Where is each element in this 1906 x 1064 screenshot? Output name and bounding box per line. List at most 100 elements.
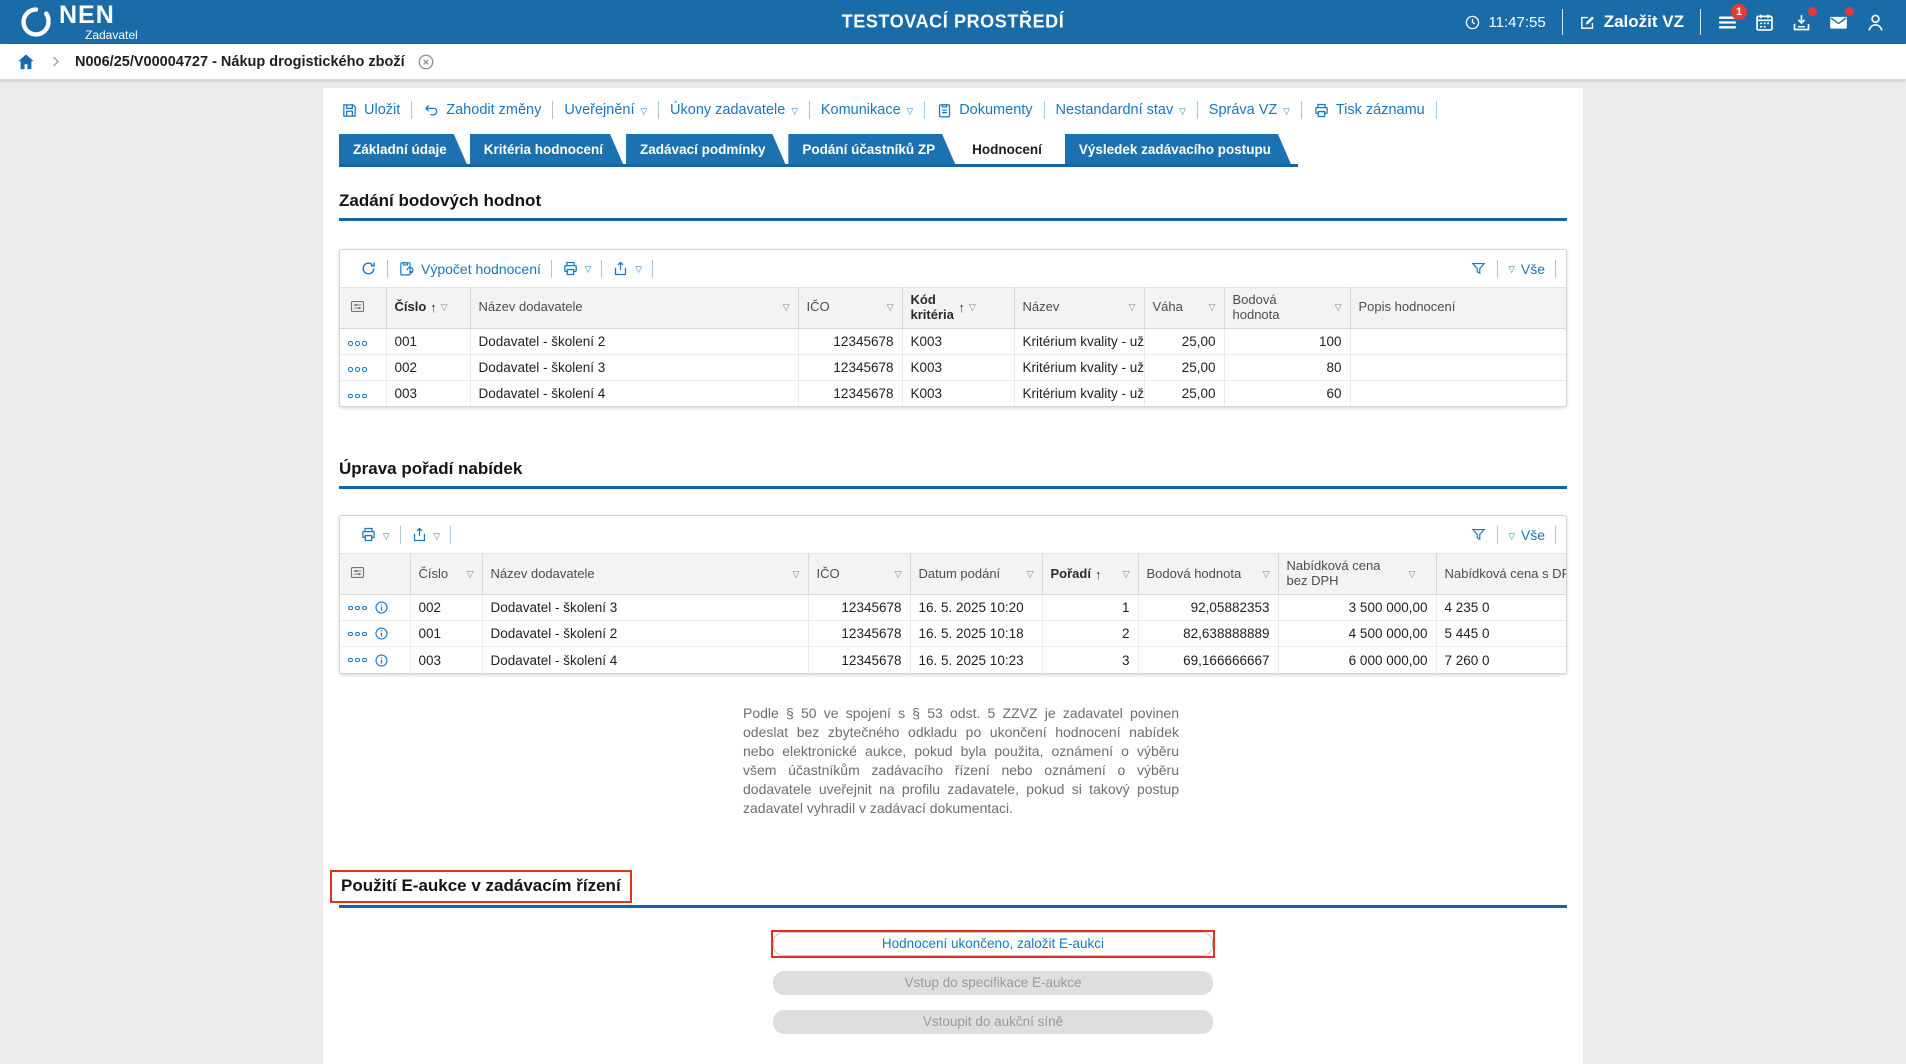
column-header-nazev-dodavatele[interactable]: Název dodavatele ▽ [481, 553, 809, 596]
column-header-ico[interactable]: IČO ▽ [797, 287, 903, 329]
save-button[interactable]: Uložit [339, 102, 411, 119]
profile-button[interactable] [1865, 12, 1886, 33]
home-button[interactable] [16, 52, 36, 72]
column-header-nazev-dodavatele[interactable]: Název dodavatele ▽ [469, 287, 799, 329]
filter-icon[interactable]: ▽ [1334, 302, 1342, 313]
row-info-button[interactable] [374, 600, 389, 615]
column-header-bodova-hodnota[interactable]: Bodová hodnota ▽ [1223, 287, 1351, 329]
toolbar-separator [1300, 101, 1302, 119]
filter-button[interactable] [1460, 260, 1497, 277]
ordering-table-card: ▽ ▽ ▽ Vše [339, 515, 1567, 674]
export-menu[interactable]: ▽ [401, 526, 451, 543]
filter-icon[interactable]: ▽ [886, 302, 894, 313]
toolbar-separator [1196, 101, 1198, 119]
filter-icon[interactable]: ▽ [894, 568, 902, 579]
edit-icon [1579, 14, 1596, 31]
row-info-button[interactable] [374, 653, 389, 668]
column-header-kod-kriteria[interactable]: Kód kritéria ↑ ▽ [901, 287, 1015, 329]
toolbar-separator [924, 101, 926, 119]
compute-evaluation-button[interactable]: Výpočet hodnocení [388, 260, 551, 277]
contracting-actions-menu[interactable]: Úkony zadavatele ▽ [670, 102, 798, 118]
documents-button[interactable]: Dokumenty [925, 102, 1043, 119]
row-menu-button[interactable] [348, 631, 367, 636]
filter-button[interactable] [1460, 526, 1497, 543]
sort-asc-icon: ↑ [1094, 566, 1102, 582]
print-record-button[interactable]: Tisk záznamu [1302, 102, 1436, 119]
filter-icon[interactable]: ▽ [466, 568, 474, 579]
tab-vysledek[interactable]: Výsledek zadávacího postupu [1065, 134, 1291, 164]
row-menu-button[interactable] [348, 657, 367, 663]
print-menu[interactable]: ▽ [350, 526, 400, 543]
toolbar-separator [399, 525, 401, 544]
row-menu-button[interactable] [348, 367, 367, 372]
downloads-button[interactable] [1791, 6, 1817, 33]
row-menu-button[interactable] [348, 605, 367, 610]
communication-menu[interactable]: Komunikace ▽ [820, 102, 914, 118]
column-header-datum-podani[interactable]: Datum podání ▽ [909, 553, 1043, 596]
row-menu-button[interactable] [348, 341, 367, 346]
printer-icon [1313, 102, 1330, 119]
discard-icon [423, 102, 440, 119]
column-header-poradi[interactable]: Pořadí ↑ ▽ [1041, 553, 1139, 596]
column-header-ico[interactable]: IČO ▽ [807, 553, 911, 596]
column-header-cena-s-dph[interactable]: Nabídková cena s DPH [1435, 553, 1566, 596]
filter-icon[interactable]: ▽ [782, 302, 790, 313]
vz-admin-menu[interactable]: Správa VZ ▽ [1208, 102, 1290, 118]
nen-logo[interactable]: NEN Zadavatel [20, 3, 138, 41]
tab-zakladni-udaje[interactable]: Základní údaje [339, 134, 467, 164]
column-header-bodova-hodnota[interactable]: Bodová hodnota ▽ [1137, 553, 1279, 596]
section-title-scoring: Zadání bodových hodnot [339, 191, 1567, 221]
nen-logo-icon [20, 6, 52, 38]
tab-hodnoceni[interactable]: Hodnocení [958, 134, 1062, 164]
messages-button[interactable] [1828, 6, 1854, 33]
print-menu[interactable]: ▽ [552, 260, 602, 277]
column-header-cislo[interactable]: Číslo ↑ ▽ [385, 287, 471, 329]
tab-podani-ucastniku[interactable]: Podání účastníků ZP [788, 134, 955, 164]
finish-evaluation-create-eauction-button[interactable]: Hodnocení ukončeno, založit E-aukci [771, 929, 1215, 958]
filter-icon[interactable]: ▽ [1262, 568, 1270, 579]
column-settings-header[interactable] [340, 287, 387, 329]
close-record-button[interactable] [417, 53, 435, 71]
discard-changes-button[interactable]: Zahodit změny [412, 102, 552, 119]
clock-icon [1464, 14, 1481, 31]
tab-zadavaci-podminky[interactable]: Zadávací podmínky [626, 134, 785, 164]
filter-icon[interactable]: ▽ [440, 302, 448, 313]
column-header-popis[interactable]: Popis hodnocení [1349, 287, 1566, 329]
row-info-button[interactable] [374, 626, 389, 641]
refresh-button[interactable] [350, 260, 387, 277]
ordering-table: Číslo ▽ Název dodavatele ▽ IČO ▽ Datum podá… [340, 553, 1566, 673]
tab-bar: Základní údaje Kritéria hodnocení Zadáva… [339, 134, 1298, 167]
publish-menu[interactable]: Uveřejnění ▽ [564, 102, 648, 118]
table-row: 003 Dodavatel - školení 4 12345678 16. 5… [340, 646, 1566, 673]
section-title-ordering: Úprava pořadí nabídek [339, 459, 1567, 490]
filter-icon[interactable]: ▽ [1122, 568, 1130, 579]
calendar-button[interactable] [1754, 12, 1775, 33]
create-vz-button[interactable]: Založit VZ [1579, 12, 1684, 32]
column-header-cena-bez-dph[interactable]: Nabídková cena bez DPH ▽ [1277, 553, 1437, 596]
filter-icon[interactable]: ▽ [1026, 568, 1034, 579]
menu-button[interactable]: 1 [1717, 3, 1747, 33]
scoring-table-card: Výpočet hodnocení ▽ ▽ ▽ Vše [339, 249, 1567, 408]
breadcrumb-separator-icon [48, 54, 63, 69]
column-header-vaha[interactable]: Váha ▽ [1143, 287, 1225, 329]
menu-badge: 1 [1731, 3, 1747, 20]
compute-icon [398, 260, 415, 277]
filter-icon[interactable]: ▽ [792, 568, 800, 579]
nonstandard-state-menu[interactable]: Nestandardní stav ▽ [1055, 102, 1186, 118]
column-settings-header[interactable] [340, 553, 411, 596]
filter-icon[interactable]: ▽ [1128, 302, 1136, 313]
chevron-down-icon: ▽ [1508, 264, 1515, 275]
filter-icon[interactable]: ▽ [1208, 302, 1216, 313]
view-all-menu[interactable]: ▽ Vše [1508, 260, 1545, 277]
filter-icon[interactable]: ▽ [969, 302, 976, 313]
column-header-cislo[interactable]: Číslo ▽ [409, 553, 483, 596]
column-header-nazev[interactable]: Název ▽ [1013, 287, 1145, 329]
enter-auction-room-button[interactable]: Vstoupit do aukční síně [773, 1009, 1213, 1034]
export-menu[interactable]: ▽ [602, 260, 652, 277]
tab-kriteria-hodnoceni[interactable]: Kritéria hodnocení [470, 134, 623, 164]
table-row: 003 Dodavatel - školení 4 12345678 K003 … [340, 379, 1566, 407]
row-menu-button[interactable] [348, 393, 367, 399]
view-all-menu[interactable]: ▽ Vše [1508, 526, 1545, 543]
enter-eauction-specification-button[interactable]: Vstup do specifikace E-aukce [773, 970, 1213, 995]
filter-icon[interactable]: ▽ [1408, 568, 1416, 579]
